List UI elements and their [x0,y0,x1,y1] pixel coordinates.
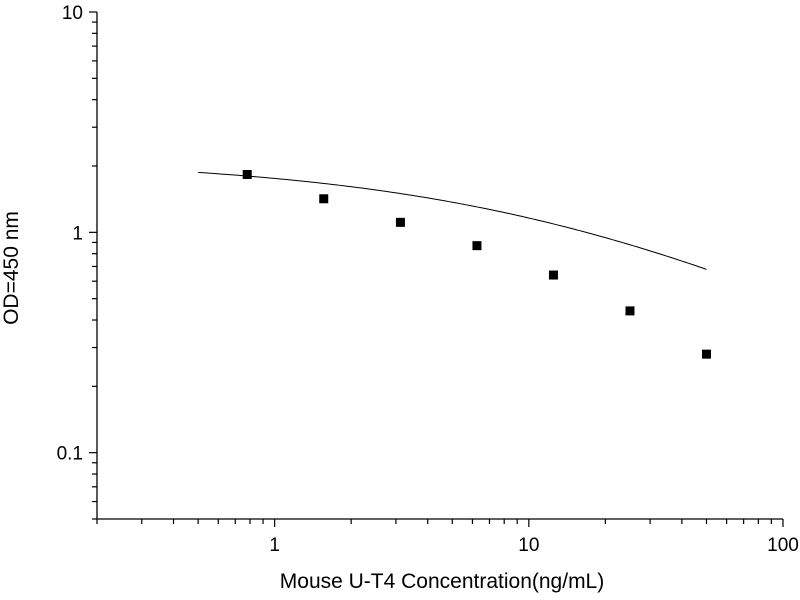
data-point [548,270,558,280]
axes: 1 10 100 0.1 1 10 [57,3,799,556]
x-tick-label: 100 [767,535,799,556]
y-axis-title: OD=450 nm [0,211,23,325]
data-point [625,306,635,316]
y-tick-label: 1 [72,223,83,244]
x-tick-label: 10 [518,535,539,556]
y-tick-label: 10 [62,3,83,24]
y-tick-label: 0.1 [57,444,83,465]
data-point [701,349,711,359]
data-point [472,241,482,251]
data-point [319,194,329,204]
data-point [242,170,252,180]
fit-curve-layer [198,171,707,270]
fit-curve-line [198,171,707,270]
data-point [395,217,405,227]
data-points-layer [242,170,711,359]
x-tick-label: 1 [269,535,280,556]
x-axis-title: Mouse U-T4 Concentration(ng/mL) [280,570,604,593]
